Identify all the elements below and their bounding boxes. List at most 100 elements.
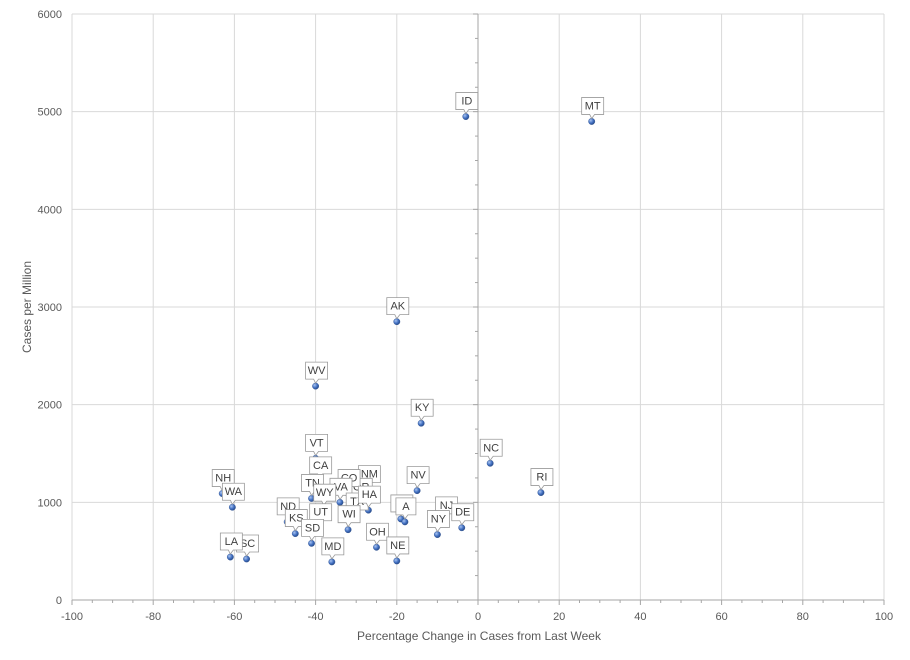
data-point-nc xyxy=(486,459,494,467)
data-label-ky: KY xyxy=(415,402,430,414)
data-labels: IDMTAKWVKYVTNCRINHWANVCANMORCOTNVAWYTXHA… xyxy=(211,92,605,560)
y-tick-label: 5000 xyxy=(38,107,62,119)
callout-ca: CA xyxy=(309,456,333,479)
callout-ky: KY xyxy=(410,398,434,421)
x-tick-label: 20 xyxy=(553,611,565,623)
data-point-sc xyxy=(243,555,250,563)
callout-box xyxy=(357,485,381,508)
x-tick-label: -40 xyxy=(308,611,324,623)
data-label-mt: MT xyxy=(585,100,601,112)
data-point-ny xyxy=(433,531,441,538)
data-label-ak: AK xyxy=(390,301,405,313)
callout-wv: WV xyxy=(305,361,328,384)
x-tick-label: 0 xyxy=(475,611,481,623)
data-label-la: LA xyxy=(225,536,239,548)
callout-sd: SD xyxy=(301,518,324,542)
data-label-id: ID xyxy=(461,96,472,108)
data-label-nh: NH xyxy=(215,473,231,485)
callout-box xyxy=(427,510,450,533)
x-tick-label: -80 xyxy=(145,611,161,623)
callout-box xyxy=(386,297,410,320)
data-label-nm: NM xyxy=(361,469,378,481)
y-tick-label: 6000 xyxy=(38,9,62,21)
y-tick-label: 0 xyxy=(56,595,62,607)
callout-box xyxy=(410,398,434,421)
x-tick-label: 100 xyxy=(875,611,893,623)
y-tick-label: 1000 xyxy=(38,497,62,509)
callout-box xyxy=(406,466,430,489)
data-label-va: VA xyxy=(334,481,349,493)
data-point-va xyxy=(336,498,344,506)
data-label-wi: WI xyxy=(342,509,355,521)
data-point-ky xyxy=(417,419,425,427)
callout-id: ID xyxy=(455,92,479,115)
data-point-ri xyxy=(537,489,545,496)
callout-box xyxy=(305,361,328,384)
data-label-ri: RI xyxy=(536,472,547,484)
callout-wa: WA xyxy=(221,482,245,505)
data-label-ne: NE xyxy=(390,540,405,552)
callout-ny: NY xyxy=(427,510,450,533)
callout-box xyxy=(455,92,479,115)
data-label-sc: SC xyxy=(240,538,255,550)
data-point-sd xyxy=(308,539,315,547)
callout-nv: NV xyxy=(406,466,430,489)
x-axis-title: Percentage Change in Cases from Last Wee… xyxy=(357,629,602,643)
callout-box xyxy=(321,537,345,560)
x-tick-label: -100 xyxy=(61,611,83,623)
x-tick-label: -60 xyxy=(226,611,242,623)
data-label-wa: WA xyxy=(225,486,243,498)
callout-vt: VT xyxy=(305,433,328,457)
data-point-mt xyxy=(588,118,596,125)
callout-de: DE xyxy=(451,503,475,526)
y-tick-label: 2000 xyxy=(38,400,62,412)
data-label-nv: NV xyxy=(410,470,426,482)
data-label-ca: CA xyxy=(313,460,329,472)
data-point-wv xyxy=(312,382,319,390)
callout-ak: AK xyxy=(386,297,410,320)
data-label-nj: NJ xyxy=(440,500,453,512)
data-label-ks: KS xyxy=(289,513,304,525)
data-point-ks xyxy=(291,530,299,537)
callout-box xyxy=(219,532,243,555)
callout-box xyxy=(386,536,410,559)
callout-ri: RI xyxy=(530,468,554,491)
x-tick-label: 40 xyxy=(634,611,646,623)
data-label-oh: OH xyxy=(369,526,386,538)
callout-la: LA xyxy=(219,532,243,555)
callout-ha: HA xyxy=(357,485,381,508)
callout-box xyxy=(337,505,361,528)
data-label-nc: NC xyxy=(483,442,499,454)
data-label-ut: UT xyxy=(313,507,328,519)
callout-box xyxy=(313,483,337,506)
callout-md: MD xyxy=(321,537,345,560)
x-tick-label: 80 xyxy=(797,611,809,623)
data-point-wi xyxy=(344,526,352,534)
data-label-wv: WV xyxy=(308,365,326,377)
data-point-de xyxy=(458,524,466,532)
callout-a: A xyxy=(395,497,417,520)
callout-wy: WY xyxy=(313,483,337,506)
y-axis-title: Cases per Million xyxy=(20,261,34,353)
x-tick-label: 60 xyxy=(715,611,727,623)
callout-box xyxy=(221,482,245,505)
data-label-de: DE xyxy=(455,507,470,519)
axis-layer xyxy=(71,13,885,605)
data-label-md: MD xyxy=(324,541,341,553)
y-tick-label: 3000 xyxy=(38,302,62,314)
data-label-sd: SD xyxy=(305,522,320,534)
data-point-oh xyxy=(373,543,380,551)
callout-box xyxy=(395,497,417,520)
callout-mt: MT xyxy=(581,97,605,120)
data-point-la xyxy=(226,553,234,561)
callout-box xyxy=(530,468,554,491)
data-point-nv xyxy=(413,487,421,495)
callout-nc: NC xyxy=(479,438,503,462)
data-label-wy: WY xyxy=(316,487,334,499)
callout-box xyxy=(451,503,475,526)
y-tick-label: 4000 xyxy=(38,204,62,216)
data-point-a xyxy=(401,518,409,526)
callout-box xyxy=(479,438,503,462)
callout-oh: OH xyxy=(366,522,389,546)
callout-box xyxy=(366,522,389,546)
